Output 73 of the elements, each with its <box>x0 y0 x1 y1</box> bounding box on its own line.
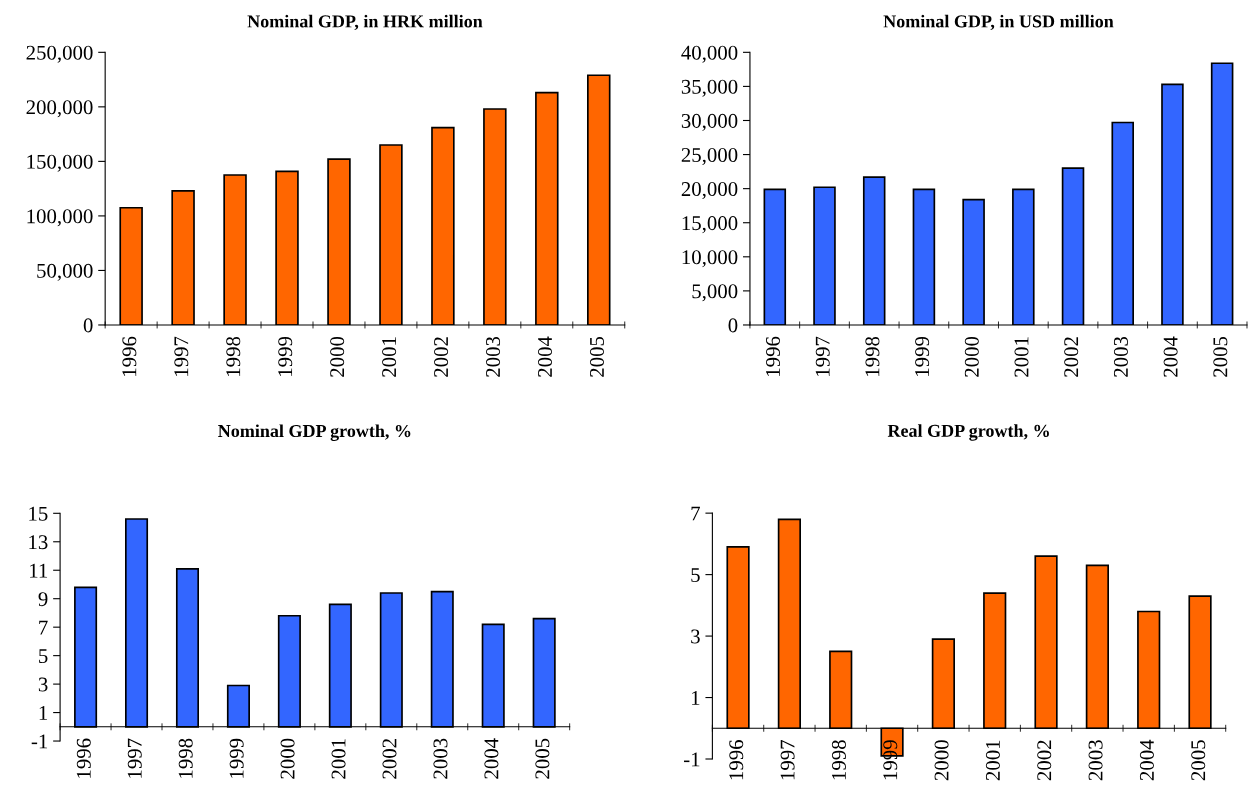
y-tick-label: 10,000 <box>682 250 738 268</box>
y-tick-label: 1 <box>39 706 48 720</box>
y-tick-label: 11 <box>30 563 48 578</box>
y-tick-label: 15,000 <box>682 216 738 234</box>
x-tick-label: 1996 <box>729 740 744 780</box>
x-tick-label: 1997 <box>174 336 189 376</box>
y-tick-label: -1 <box>684 752 700 767</box>
x-tick-label: 1996 <box>76 738 91 778</box>
y-tick-label: 7 <box>39 620 48 635</box>
y-tick-label: 25,000 <box>681 147 738 165</box>
x-tick-label: 2005 <box>1213 336 1228 377</box>
x-tick-label: 1999 <box>278 336 293 376</box>
x-tick-label: 2001 <box>985 740 1000 781</box>
y-tick-label: 3 <box>691 629 700 644</box>
chart-title: Nominal GDP growth, % <box>218 424 411 441</box>
x-tick-label: 1999 <box>883 740 898 780</box>
y-tick-label: 200,000 <box>26 100 93 118</box>
x-tick-label: 2003 <box>486 336 501 377</box>
y-tick-label: 15 <box>29 506 48 521</box>
chart-title: Real GDP growth, % <box>887 424 1049 441</box>
x-tick-label: 2003 <box>433 738 448 779</box>
x-tick-label: 2000 <box>330 336 345 377</box>
x-tick-label: 1998 <box>226 336 241 376</box>
y-tick-label: 100,000 <box>27 209 93 227</box>
x-tick-label: 2000 <box>280 738 295 779</box>
chart-title: Nominal GDP, in HRK million <box>247 14 483 31</box>
y-tick-label: 5,000 <box>692 284 738 302</box>
x-tick-label: 2004 <box>1139 739 1154 781</box>
y-tick-label: 150,000 <box>27 154 93 172</box>
x-tick-label: 2005 <box>535 738 550 779</box>
x-tick-label: 2001 <box>1014 337 1029 377</box>
x-tick-label: 2004 <box>537 336 553 377</box>
y-tick-label: 50,000 <box>37 263 93 281</box>
x-tick-label: 2002 <box>434 337 449 377</box>
x-tick-label: 2003 <box>1088 740 1103 781</box>
x-tick-label: 2004 <box>1163 336 1178 377</box>
y-tick-label: -1 <box>31 734 48 749</box>
x-tick-label: 1998 <box>865 336 880 376</box>
x-tick-label: 1999 <box>915 336 930 376</box>
x-tick-label: 2002 <box>1037 740 1052 781</box>
y-tick-label: 13 <box>29 535 48 550</box>
x-tick-label: 1998 <box>831 740 846 780</box>
y-tick-label: 1 <box>692 691 700 705</box>
x-tick-label: 2000 <box>964 336 979 377</box>
x-tick-label: 2001 <box>382 337 397 377</box>
x-tick-label: 2005 <box>1191 740 1206 781</box>
x-tick-label: 1997 <box>127 738 142 778</box>
x-tick-label: 2000 <box>934 740 949 781</box>
x-tick-label: 1996 <box>766 336 781 376</box>
x-tick-label: 2003 <box>1113 336 1128 377</box>
y-tick-label: 5 <box>691 568 700 583</box>
x-tick-label: 2002 <box>382 739 397 779</box>
x-tick-label: 1997 <box>815 336 830 376</box>
y-tick-label: 20,000 <box>681 182 738 200</box>
x-tick-label: 2004 <box>484 738 499 779</box>
y-tick-label: 0 <box>728 318 738 333</box>
y-tick-label: 0 <box>83 318 93 333</box>
y-tick-label: 30,000 <box>681 113 738 131</box>
chart-title: Nominal GDP, in USD million <box>883 14 1114 31</box>
y-tick-label: 3 <box>38 677 48 692</box>
x-tick-label: 2002 <box>1064 337 1079 377</box>
x-tick-label: 1998 <box>178 738 193 778</box>
y-tick-label: 9 <box>38 592 48 607</box>
y-tick-label: 5 <box>39 649 48 664</box>
x-tick-label: 1996 <box>122 336 137 376</box>
y-tick-label: 40,000 <box>681 45 738 63</box>
y-tick-label: 7 <box>691 506 700 521</box>
x-tick-label: 2005 <box>589 336 604 377</box>
y-tick-label: 35,000 <box>681 79 738 97</box>
x-tick-label: 1997 <box>780 739 795 780</box>
y-tick-label: 250,000 <box>26 45 93 63</box>
x-tick-label: 2001 <box>331 739 346 779</box>
x-tick-label: 1999 <box>229 738 244 778</box>
